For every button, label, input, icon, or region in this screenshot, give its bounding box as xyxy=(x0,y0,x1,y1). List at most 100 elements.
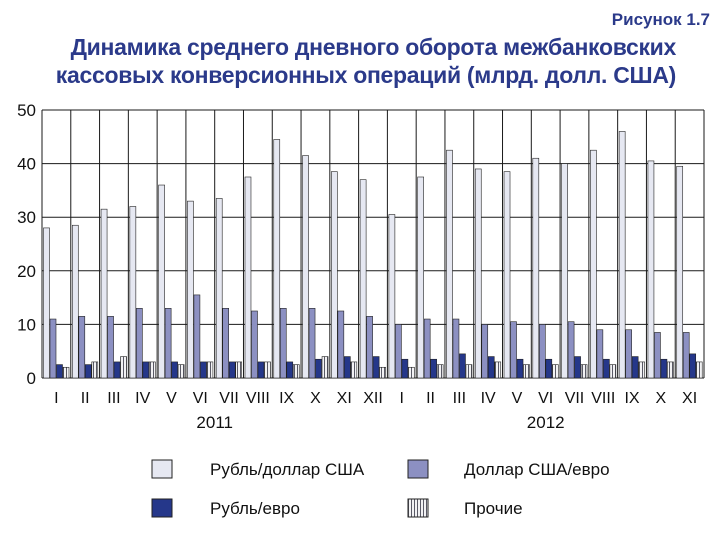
legend-swatch-rub-usd xyxy=(151,459,173,479)
x-tick-label: V xyxy=(512,390,523,407)
bar-other xyxy=(321,356,329,379)
x-tick-label: I xyxy=(54,390,58,407)
bar-rub-eur xyxy=(603,358,610,379)
bar-other xyxy=(264,361,271,379)
figure-label: Рисунок 1.7 xyxy=(611,10,710,29)
bar-rub-eur xyxy=(142,361,150,379)
bar-rub-eur xyxy=(459,353,466,379)
y-tick-label: 10 xyxy=(17,315,36,334)
bar-rub-eur xyxy=(689,353,697,379)
bar-usd-eur xyxy=(164,308,172,379)
legend-swatch-rub-eur xyxy=(151,498,173,518)
bar-rub-usd xyxy=(273,139,281,379)
bar-rub-eur xyxy=(286,361,294,379)
bar-rub-usd xyxy=(129,206,137,379)
y-tick-label: 40 xyxy=(17,155,36,174)
bar-other xyxy=(379,366,386,379)
x-tick-label: I xyxy=(400,390,404,407)
chart-title-line-2: кассовых конверсионных операций (млрд. д… xyxy=(55,62,677,88)
y-tick-label: 30 xyxy=(17,208,36,227)
bar-usd-eur xyxy=(596,329,604,379)
bar-rub-eur xyxy=(545,358,553,379)
bar-usd-eur xyxy=(49,318,57,379)
legend-swatch-usd-eur xyxy=(407,459,429,479)
bar-usd-eur xyxy=(366,316,373,379)
bar-rub-usd xyxy=(647,160,655,379)
bar-usd-eur xyxy=(395,324,402,379)
bar-rub-usd xyxy=(446,149,453,379)
bar-other xyxy=(91,361,99,379)
bar-other xyxy=(465,364,473,379)
bar-rub-usd xyxy=(590,149,597,379)
bar-usd-eur xyxy=(567,321,575,379)
x-tick-label: V xyxy=(166,390,177,407)
y-tick-label: 50 xyxy=(17,101,36,120)
bar-other xyxy=(667,361,674,379)
bar-rub-eur xyxy=(113,361,121,379)
legend-swatch-other xyxy=(407,498,429,518)
bar-other xyxy=(695,361,703,379)
x-tick-label: X xyxy=(655,390,666,407)
bar-rub-eur xyxy=(171,361,178,379)
bar-other xyxy=(350,361,358,379)
bar-rub-usd xyxy=(417,176,424,379)
x-tick-label: IV xyxy=(481,390,496,407)
legend-label-other: Прочие xyxy=(464,499,523,518)
bar-other xyxy=(638,361,645,379)
bar-other xyxy=(436,364,444,379)
legend-label-usd-eur: Доллар США/евро xyxy=(464,460,610,479)
bar-other xyxy=(177,364,185,379)
bar-other xyxy=(580,364,588,379)
bar-rub-eur xyxy=(257,361,265,379)
bar-usd-eur xyxy=(222,308,229,379)
bar-rub-eur xyxy=(228,361,236,379)
bar-other xyxy=(62,366,70,379)
bar-usd-eur xyxy=(539,324,546,379)
bar-rub-eur xyxy=(631,356,639,379)
bar-usd-eur xyxy=(107,316,114,379)
bar-rub-usd xyxy=(187,200,194,379)
bar-rub-eur xyxy=(372,356,380,379)
bar-rub-usd xyxy=(215,198,223,379)
x-tick-label: VI xyxy=(193,390,208,407)
bar-usd-eur xyxy=(193,294,201,379)
bar-rub-usd xyxy=(100,208,108,379)
bar-usd-eur xyxy=(136,308,143,379)
bar-rub-usd xyxy=(618,131,626,379)
bar-other xyxy=(149,361,156,379)
x-tick-label: VII xyxy=(565,390,585,407)
bar-rub-eur xyxy=(200,361,207,379)
bar-rub-usd xyxy=(244,176,252,379)
chart-title: Динамика среднего дневного оборота межба… xyxy=(0,33,677,89)
x-tick-label: XI xyxy=(682,390,697,407)
bar-rub-eur xyxy=(84,364,92,379)
y-tick-label: 0 xyxy=(27,369,36,388)
bar-rub-eur xyxy=(574,356,581,379)
bar-usd-eur xyxy=(423,318,431,379)
x-tick-label: VI xyxy=(538,390,553,407)
bar-usd-eur xyxy=(481,324,489,379)
bar-usd-eur xyxy=(308,308,316,379)
x-tick-label: IV xyxy=(135,390,150,407)
bar-other xyxy=(494,361,502,379)
legend-label-rub-eur: Рубль/евро xyxy=(210,499,300,518)
bar-rub-eur xyxy=(430,358,437,379)
x-tick-label: VIII xyxy=(246,390,270,407)
bar-other xyxy=(206,361,214,379)
bar-usd-eur xyxy=(452,318,460,379)
bar-usd-eur xyxy=(654,332,661,379)
x-tick-label: XI xyxy=(337,390,352,407)
bar-usd-eur xyxy=(78,316,86,379)
bar-usd-eur xyxy=(337,310,345,379)
legend-label-rub-usd: Рубль/доллар США xyxy=(210,460,365,479)
bar-usd-eur xyxy=(251,310,258,379)
bar-rub-eur xyxy=(660,358,668,379)
year-label: 2011 xyxy=(196,413,233,432)
bar-rub-eur xyxy=(516,358,524,379)
bar-rub-usd xyxy=(388,214,396,379)
bar-usd-eur xyxy=(625,329,632,379)
x-tick-label: X xyxy=(310,390,321,407)
bar-usd-eur xyxy=(279,308,287,379)
